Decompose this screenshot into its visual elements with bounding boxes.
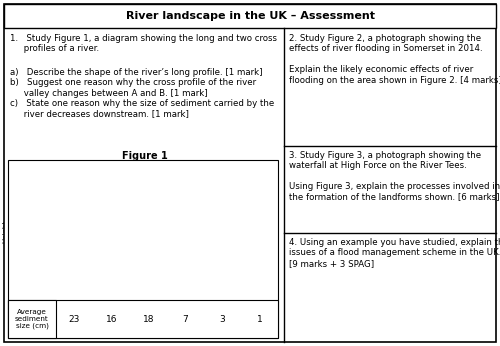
Text: River: River [231, 102, 247, 120]
Text: Mouth: Mouth [258, 291, 280, 297]
Text: 3: 3 [220, 315, 226, 324]
Text: B: B [222, 284, 228, 293]
Text: Source: Source [37, 166, 61, 173]
Text: River landscape in the UK – Assessment: River landscape in the UK – Assessment [126, 11, 374, 21]
Bar [8, 160, 278, 338]
Text: 2. Study Figure 2, a photograph showing the
effects of river flooding in Somerse: 2. Study Figure 2, a photograph showing … [289, 34, 500, 85]
Title: Cross profile: Cross profile [124, 46, 168, 52]
Text: a)   Describe the shape of the river’s long profile. [1 mark]
b)   Suggest one r: a) Describe the shape of the river’s lon… [10, 68, 274, 119]
Title: Cross profile: Cross profile [218, 46, 260, 52]
Y-axis label: Height
(metres
above
sea
level): Height (metres above sea level) [2, 218, 37, 245]
Y-axis label: Height
(m): Height (m) [200, 80, 210, 100]
Text: 7: 7 [182, 315, 188, 324]
Text: 4. Using an example you have studied, explain the
issues of a flood management s: 4. Using an example you have studied, ex… [289, 238, 500, 268]
X-axis label: Distance from source (km): Distance from source (km) [106, 311, 208, 320]
Bar [4, 4, 496, 28]
Text: 16: 16 [106, 315, 117, 324]
X-axis label: (m): (m) [234, 137, 244, 142]
Text: River: River [138, 95, 154, 117]
Text: A: A [100, 237, 106, 246]
Y-axis label: Height
(m): Height (m) [172, 80, 182, 100]
X-axis label: (m): (m) [140, 137, 151, 142]
Text: 1: 1 [256, 315, 262, 324]
Text: 1.   Study Figure 1, a diagram showing the long and two cross
     profiles of a: 1. Study Figure 1, a diagram showing the… [10, 34, 277, 53]
Bar [8, 300, 278, 338]
Text: 23: 23 [69, 315, 80, 324]
Text: Average
sediment
size (cm): Average sediment size (cm) [15, 309, 49, 329]
Text: Figure 1: Figure 1 [122, 151, 168, 161]
Text: 3. Study Figure 3, a photograph showing the
waterfall at High Force on the River: 3. Study Figure 3, a photograph showing … [289, 151, 500, 202]
Text: 18: 18 [143, 315, 154, 324]
Bar [8, 300, 56, 338]
